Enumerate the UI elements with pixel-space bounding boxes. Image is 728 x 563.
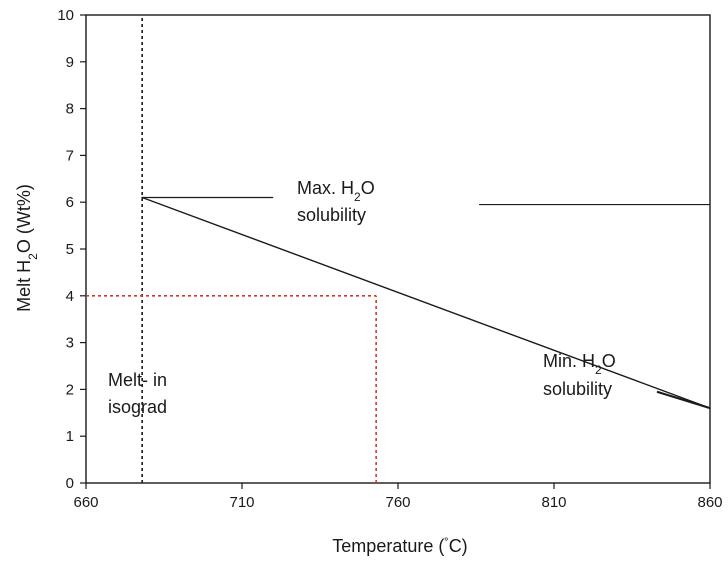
x-tick-label: 660	[73, 494, 98, 511]
min-solubility-label: Min. H2O	[543, 351, 616, 377]
y-tick-label: 2	[66, 381, 74, 398]
y-tick-label: 1	[66, 428, 74, 445]
y-tick-label: 10	[57, 7, 74, 24]
y-axis-title: Melt H2O (Wt%)	[14, 184, 40, 312]
annotation-leader-2	[656, 390, 711, 410]
y-tick-label: 4	[66, 288, 74, 305]
axis-ticks: 0 1 2 3 4 5 6 7 8 9 10 660 710 760 810 860	[57, 7, 722, 511]
max-solubility-label: Max. H2O	[297, 178, 375, 204]
y-tick-label: 5	[66, 241, 74, 258]
min-solubility-label-line2: solubility	[543, 379, 612, 399]
x-tick-label: 810	[541, 494, 566, 511]
melt-in-isograd-label-line2: isograd	[108, 397, 167, 417]
y-tick-label: 3	[66, 335, 74, 352]
plot-frame	[85, 14, 711, 484]
x-axis-title: Temperature (˚C)	[332, 536, 467, 556]
x-tick-label: 760	[385, 494, 410, 511]
y-tick-label: 7	[66, 147, 74, 164]
y-tick-label: 6	[66, 194, 74, 211]
y-tick-label: 9	[66, 54, 74, 71]
y-tick-label: 8	[66, 101, 74, 118]
x-tick-label: 710	[229, 494, 254, 511]
melt-in-isograd-label: Melt- in	[108, 370, 167, 390]
plot-area	[85, 14, 711, 484]
y-tick-label: 0	[66, 475, 74, 492]
max-solubility-label-line2: solubility	[297, 205, 366, 225]
series-line-0	[141, 196, 711, 409]
x-tick-label: 860	[697, 494, 722, 511]
